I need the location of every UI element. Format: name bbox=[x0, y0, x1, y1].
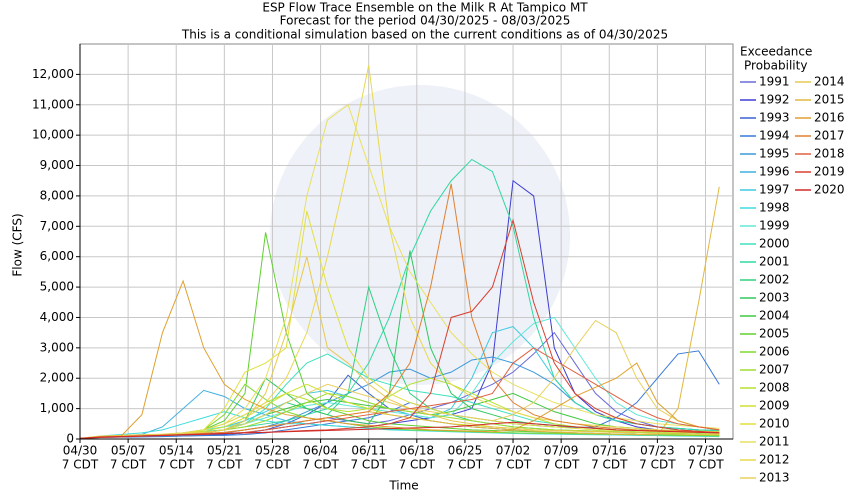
x-tick-label: 06/18 bbox=[400, 444, 435, 458]
x-tick-label: 7 CDT bbox=[399, 458, 436, 472]
chart-title: ESP Flow Trace Ensemble on the Milk R At… bbox=[262, 1, 588, 15]
y-tick-label: 2,000 bbox=[40, 371, 74, 385]
x-tick-label: 05/07 bbox=[111, 444, 146, 458]
x-tick-label: 07/16 bbox=[592, 444, 627, 458]
legend-title: Probability bbox=[744, 59, 807, 73]
x-tick-label: 7 CDT bbox=[495, 458, 532, 472]
chart-subtitle: This is a conditional simulation based o… bbox=[181, 28, 668, 42]
legend-label: 1999 bbox=[759, 219, 790, 233]
y-tick-label: 3,000 bbox=[40, 340, 74, 354]
y-tick-label: 1,000 bbox=[40, 401, 74, 415]
series-line bbox=[79, 411, 720, 439]
legend-label: 2010 bbox=[759, 417, 790, 431]
legend-label: 2002 bbox=[759, 273, 790, 287]
x-tick-label: 7 CDT bbox=[543, 458, 580, 472]
legend-label: 2008 bbox=[759, 381, 790, 395]
series-line bbox=[79, 65, 720, 439]
legend-label: 2013 bbox=[759, 471, 790, 485]
x-tick-label: 07/30 bbox=[688, 444, 723, 458]
legend-label: 1994 bbox=[759, 129, 790, 143]
y-tick-label: 12,000 bbox=[32, 67, 74, 81]
legend-label: 2016 bbox=[814, 111, 845, 125]
x-tick-label: 7 CDT bbox=[687, 458, 724, 472]
x-tick-label: 7 CDT bbox=[302, 458, 339, 472]
y-tick-label: 4,000 bbox=[40, 310, 74, 324]
legend-label: 2011 bbox=[759, 435, 790, 449]
x-tick-label: 05/28 bbox=[255, 444, 290, 458]
x-tick-label: 7 CDT bbox=[110, 458, 147, 472]
x-tick-label: 07/09 bbox=[544, 444, 579, 458]
y-tick-label: 5,000 bbox=[40, 280, 74, 294]
x-tick-label: 04/30 bbox=[63, 444, 98, 458]
legend-label: 2005 bbox=[759, 327, 790, 341]
legend-label: 1991 bbox=[759, 75, 790, 89]
y-tick-label: 6,000 bbox=[40, 249, 74, 263]
x-tick-label: 07/23 bbox=[640, 444, 675, 458]
legend-label: 1995 bbox=[759, 147, 790, 161]
x-tick-label: 7 CDT bbox=[206, 458, 243, 472]
y-tick-label: 0 bbox=[66, 432, 74, 446]
legend-label: 2012 bbox=[759, 453, 790, 467]
x-axis-label: Time bbox=[388, 479, 418, 493]
y-axis-label: Flow (CFS) bbox=[11, 213, 25, 276]
x-tick-label: 06/11 bbox=[351, 444, 386, 458]
x-tick-label: 7 CDT bbox=[350, 458, 387, 472]
x-tick-label: 7 CDT bbox=[639, 458, 676, 472]
legend-title: Exceedance bbox=[740, 45, 812, 59]
x-tick-label: 7 CDT bbox=[254, 458, 291, 472]
legend-label: 2006 bbox=[759, 345, 790, 359]
series-line bbox=[79, 421, 720, 439]
legend-label: 1998 bbox=[759, 201, 790, 215]
x-tick-label: 7 CDT bbox=[447, 458, 484, 472]
x-tick-label: 7 CDT bbox=[591, 458, 628, 472]
y-tick-label: 9,000 bbox=[40, 158, 74, 172]
y-tick-label: 11,000 bbox=[32, 97, 74, 111]
legend-label: 1992 bbox=[759, 93, 790, 107]
legend-label: 2014 bbox=[814, 75, 845, 89]
legend-label: 2017 bbox=[814, 129, 845, 143]
x-tick-label: 7 CDT bbox=[62, 458, 99, 472]
legend-label: 2020 bbox=[814, 183, 845, 197]
x-tick-label: 06/04 bbox=[303, 444, 338, 458]
legend-label: 2009 bbox=[759, 399, 790, 413]
x-tick-label: 7 CDT bbox=[158, 458, 195, 472]
y-tick-label: 8,000 bbox=[40, 188, 74, 202]
x-tick-label: 07/02 bbox=[496, 444, 531, 458]
x-tick-label: 05/14 bbox=[159, 444, 194, 458]
series-line bbox=[79, 256, 720, 439]
x-tick-label: 06/25 bbox=[448, 444, 483, 458]
legend-label: 2007 bbox=[759, 363, 790, 377]
legend-label: 2001 bbox=[759, 255, 790, 269]
y-tick-label: 7,000 bbox=[40, 219, 74, 233]
legend-label: 2019 bbox=[814, 165, 845, 179]
legend-label: 1997 bbox=[759, 183, 790, 197]
legend-label: 1993 bbox=[759, 111, 790, 125]
legend-label: 2003 bbox=[759, 291, 790, 305]
y-tick-label: 10,000 bbox=[32, 128, 74, 142]
chart-subtitle: Forecast for the period 04/30/2025 - 08/… bbox=[280, 14, 571, 28]
legend-label: 2004 bbox=[759, 309, 790, 323]
legend-label: 2015 bbox=[814, 93, 845, 107]
series-line bbox=[79, 279, 720, 439]
legend-label: 1996 bbox=[759, 165, 790, 179]
legend-label: 2018 bbox=[814, 147, 845, 161]
x-tick-label: 05/21 bbox=[207, 444, 242, 458]
legend-label: 2000 bbox=[759, 237, 790, 251]
